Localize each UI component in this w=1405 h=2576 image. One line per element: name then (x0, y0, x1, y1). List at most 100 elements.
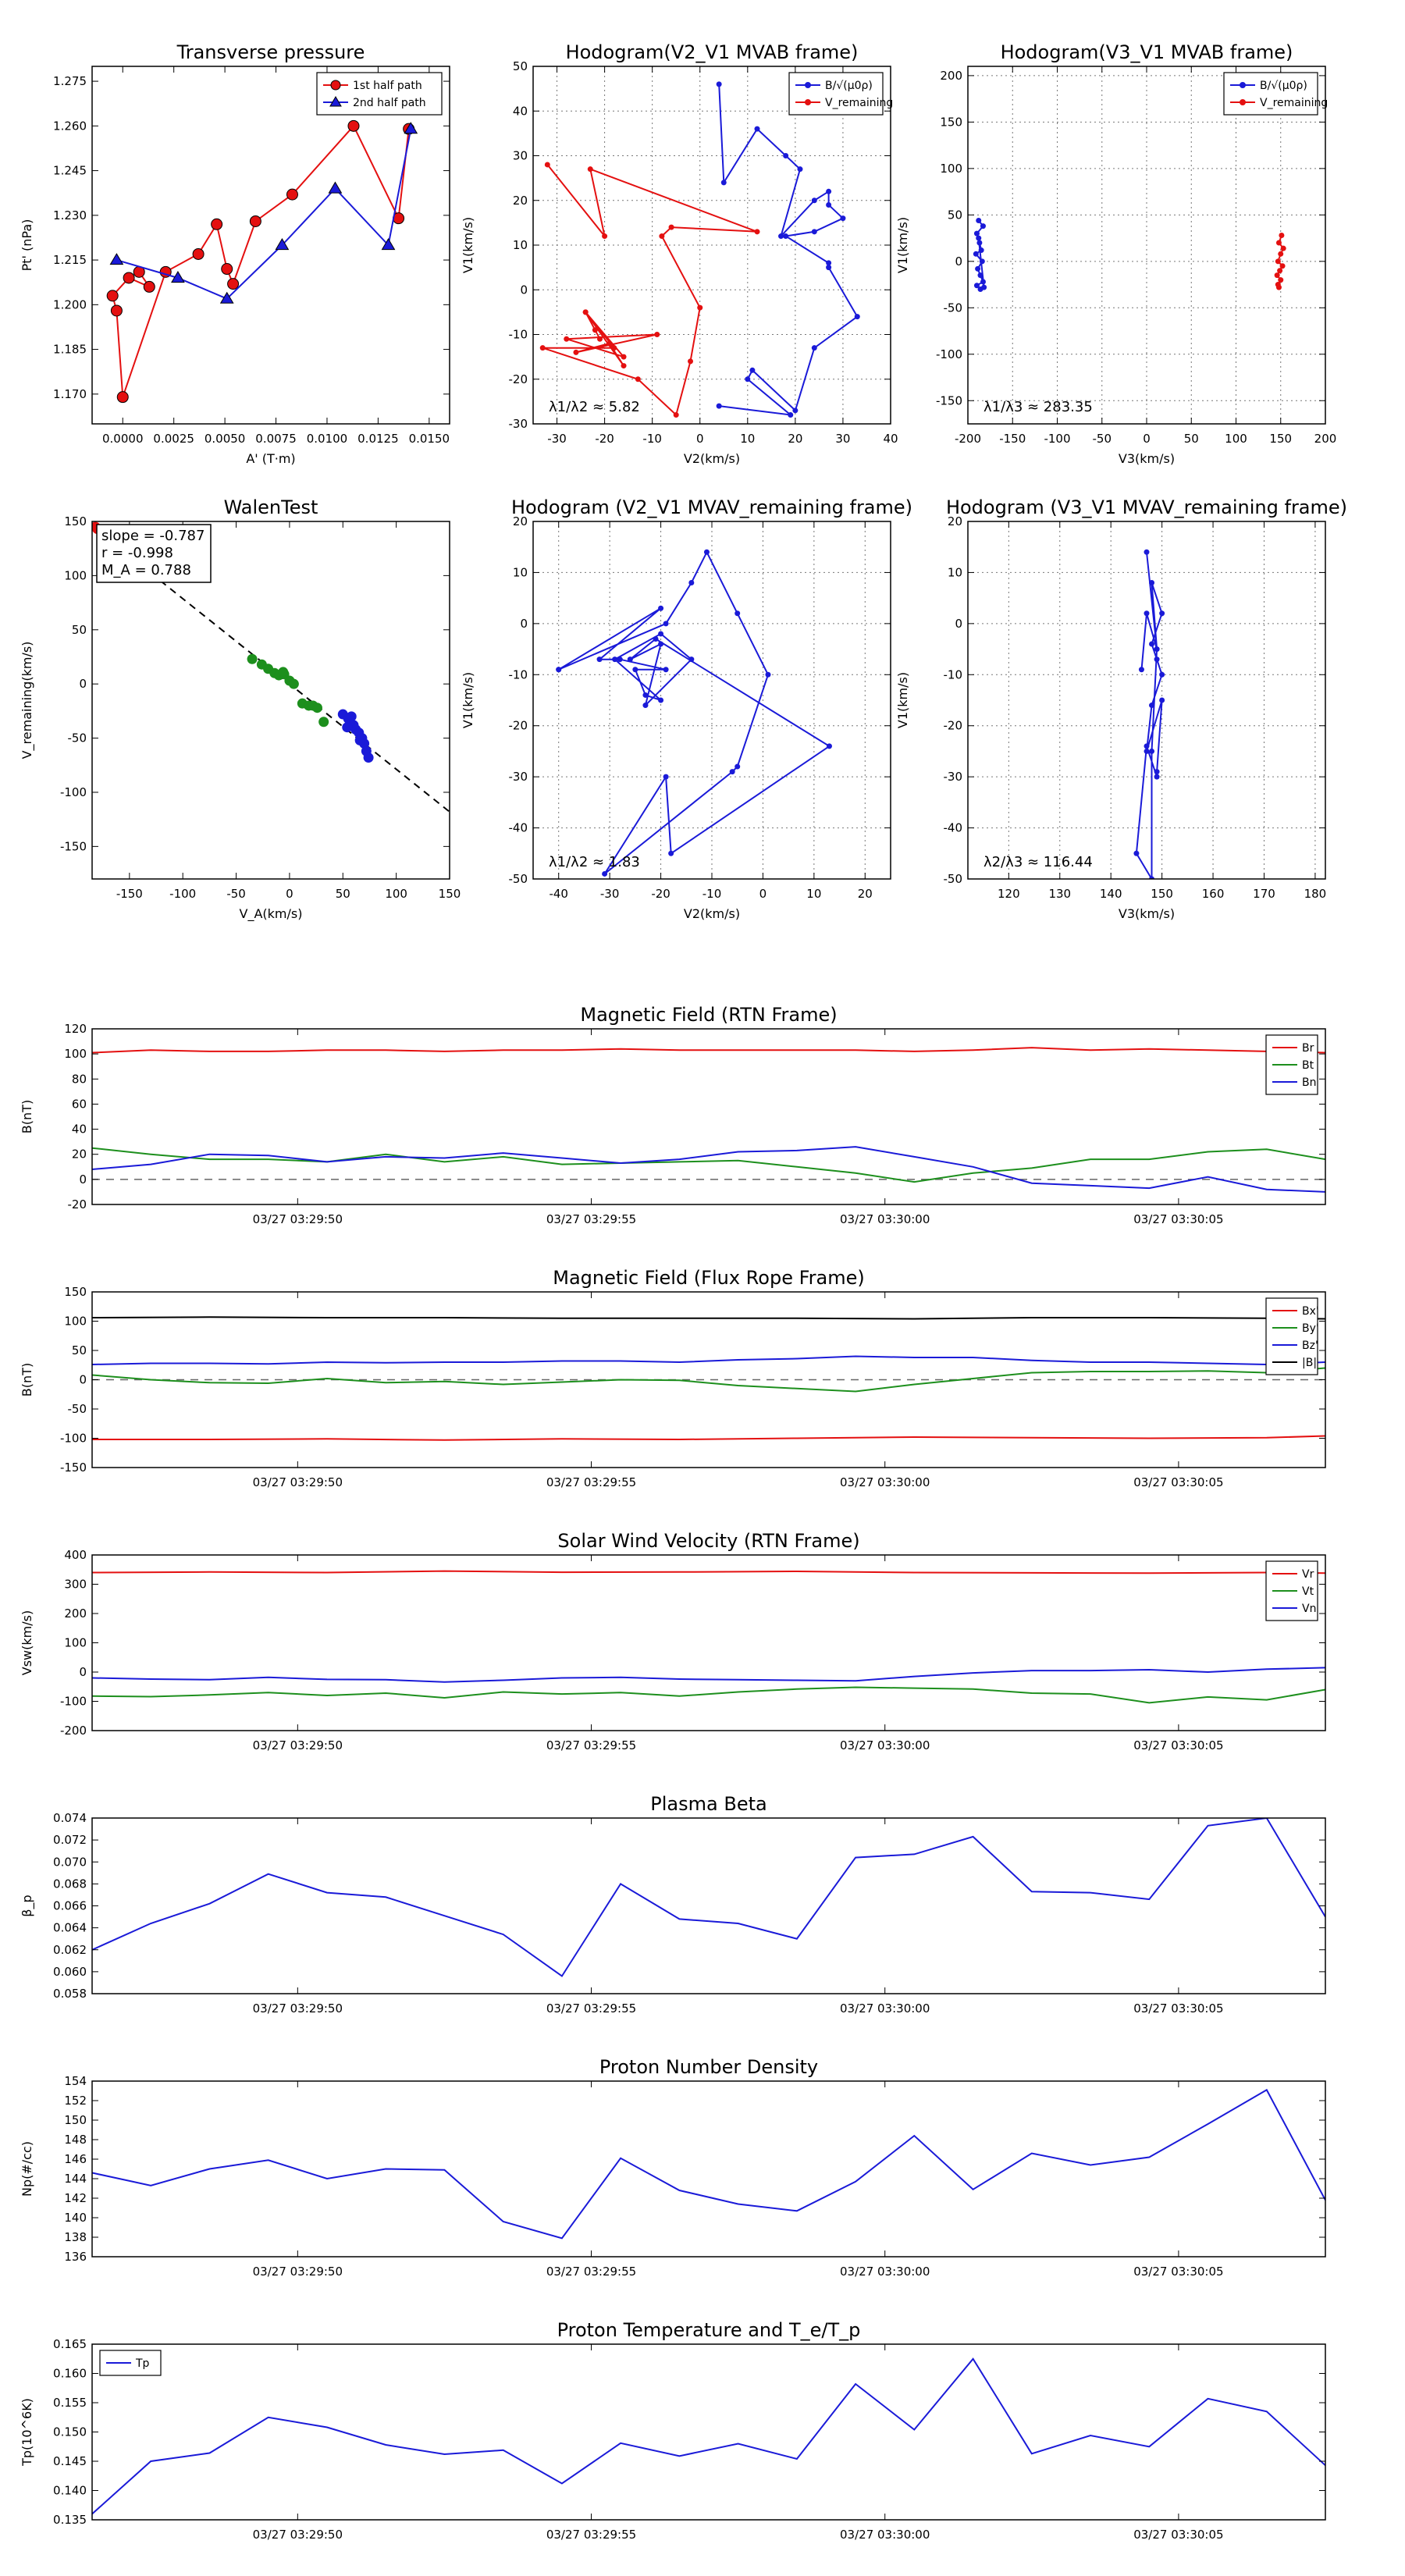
data-point (1154, 774, 1160, 780)
y-tick-label: 0.066 (53, 1899, 87, 1913)
y-tick-label: 148 (64, 2133, 87, 2147)
y-tick-label: 0.155 (53, 2396, 87, 2410)
chart-title: Proton Temperature and T_e/T_p (557, 2319, 861, 2341)
series-line-V_remaining (542, 164, 758, 417)
y-tick-label: 150 (64, 514, 87, 528)
data-point (811, 229, 817, 235)
y-tick-label: 0.058 (53, 1987, 87, 2001)
chart-title: Hodogram (V3_V1 MVAV_remaining frame) (946, 496, 1347, 518)
chart-tp: 0.0000 0.0025 0.0050 0.0075 0.0100 0.0125 0.01… (20, 41, 450, 466)
data-point (716, 403, 722, 409)
legend-label: B/√(μ0ρ) (1260, 80, 1307, 92)
x-tick-label: 03/27 03:29:55 (546, 2528, 636, 2542)
data-point (783, 233, 789, 240)
data-point (632, 667, 638, 673)
legend-marker (330, 80, 341, 91)
y-tick-label: 50 (948, 208, 962, 222)
y-axis-label: V1(km/s) (461, 217, 475, 273)
x-tick-label: 50 (336, 887, 350, 901)
data-point (1149, 876, 1155, 879)
data-point (247, 653, 258, 664)
x-tick-label: 03/27 03:29:55 (546, 1738, 636, 1752)
x-tick-label: -100 (1044, 432, 1070, 446)
data-point (621, 354, 627, 360)
data-point (582, 309, 589, 315)
series-group (973, 217, 1286, 293)
data-point (754, 126, 760, 132)
data-point (688, 358, 694, 365)
y-tick-label: 80 (72, 1072, 87, 1086)
x-tick-label: -20 (651, 887, 670, 901)
series-line-Vn (92, 1667, 1325, 1683)
y-tick-label: -10 (509, 667, 528, 681)
y-axis-label: V1(km/s) (895, 217, 910, 273)
data-point (1154, 646, 1160, 653)
legend-label: Vr (1302, 1568, 1314, 1581)
series-line-Bx' (92, 1435, 1325, 1441)
data-point (602, 233, 608, 240)
data-point (249, 215, 261, 227)
y-tick-label: 60 (72, 1097, 87, 1111)
y-tick-label: -20 (68, 1197, 87, 1212)
data-point (275, 238, 290, 251)
y-tick-label: 1.260 (53, 119, 87, 133)
x-tick-label: 03/27 03:29:50 (253, 1738, 343, 1752)
y-tick-label: 10 (513, 238, 528, 252)
chart-h3: -40 -30 -20 -10 0 10 20-50-40-30-20-1001020Hod… (461, 496, 912, 921)
data-point (797, 166, 803, 173)
data-point (110, 304, 123, 317)
y-tick-label: -50 (509, 872, 528, 886)
legend-marker (805, 99, 811, 105)
x-tick-label: 200 (1314, 432, 1337, 446)
x-tick-label: 03/27 03:30:00 (840, 1475, 930, 1489)
y-tick-label: 100 (940, 162, 962, 176)
data-point (219, 291, 234, 304)
plot-area (968, 521, 1325, 879)
data-point (1278, 251, 1284, 257)
x-axis-label: V2(km/s) (684, 451, 740, 466)
y-tick-label: -100 (936, 347, 962, 361)
y-tick-label: 50 (513, 59, 528, 73)
y-tick-label: 0.145 (53, 2454, 87, 2468)
y-tick-label: -20 (509, 719, 528, 733)
y-tick-label: 50 (72, 623, 87, 637)
x-tick-label: -20 (595, 432, 614, 446)
y-tick-label: -50 (68, 1402, 87, 1416)
x-tick-label: 10 (806, 887, 821, 901)
x-tick-label: 120 (998, 887, 1020, 901)
chart-wt: -150 -100 -50 0 50 100 150 -150 -100 -50 0 50 100 150… (20, 496, 461, 922)
plot-area (92, 2344, 1325, 2520)
data-point (192, 247, 205, 260)
y-tick-label: 146 (64, 2152, 87, 2166)
x-tick-label: 150 (1151, 887, 1173, 901)
data-point (106, 290, 119, 302)
data-point (658, 631, 664, 637)
y-tick-label: 0 (79, 677, 87, 691)
legend-label: V_remaining (1260, 97, 1328, 109)
data-point (716, 81, 722, 87)
data-point (663, 774, 669, 780)
x-tick-label: 50 (1184, 432, 1199, 446)
data-point (596, 336, 603, 342)
chart-h1: -30 -20 -10 0 10 20 30 40 -30 -20 -10 0 10 20 30 40 50 Ho… (461, 41, 898, 466)
data-point (227, 278, 240, 290)
x-tick-label: 03/27 03:30:00 (840, 2001, 930, 2016)
plot-area (92, 1555, 1325, 1731)
data-point (1154, 769, 1160, 775)
data-point (754, 229, 760, 235)
x-tick-label: 0.0125 (357, 432, 399, 446)
y-tick-label: 142 (64, 2191, 87, 2205)
x-tick-label: 0.0025 (153, 432, 194, 446)
y-tick-label: 0 (79, 1665, 87, 1679)
data-point (783, 153, 789, 158)
y-tick-label: 138 (64, 2230, 87, 2244)
y-tick-label: 0 (955, 617, 962, 631)
data-point (556, 667, 562, 673)
data-point (976, 217, 982, 223)
data-point (1144, 549, 1150, 555)
data-point (642, 703, 649, 709)
x-tick-label: 140 (1100, 887, 1122, 901)
series-line-beta (92, 1818, 1325, 1977)
legend-label: 1st half path (353, 80, 422, 92)
